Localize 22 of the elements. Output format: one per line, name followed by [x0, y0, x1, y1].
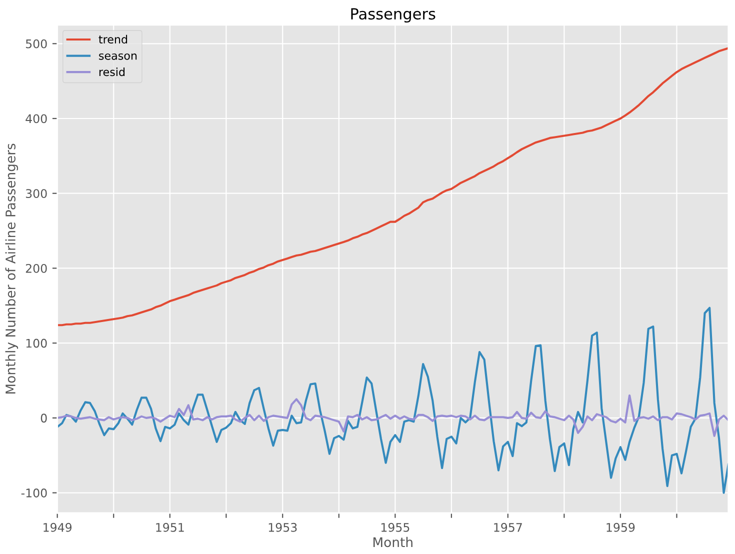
legend-label: season — [99, 53, 137, 60]
y-axis-title: Monthly Number of Airline Passengers — [5, 144, 18, 394]
line-series — [57, 306, 728, 494]
x-axis-title: Month — [373, 536, 412, 548]
x-tick-label: 1949 — [44, 522, 72, 532]
y-tick-label: 100 — [26, 338, 47, 348]
line-series — [57, 47, 728, 326]
y-tick-label: -100 — [21, 488, 47, 498]
x-tick-label: 1953 — [268, 522, 297, 532]
chart-title: Passengers — [351, 8, 436, 23]
x-tick-label: 1957 — [494, 522, 522, 532]
y-tick-label: 300 — [26, 189, 47, 198]
legend-label: trend — [98, 34, 128, 44]
x-tick-label: 1959 — [606, 522, 635, 532]
y-tick-label: 0 — [40, 414, 47, 423]
x-tick-label: 1955 — [381, 522, 410, 532]
y-tick-label: 400 — [26, 114, 47, 124]
y-tick-label: 200 — [26, 264, 47, 273]
y-tick-label: 500 — [26, 39, 47, 48]
line-series — [57, 394, 728, 437]
x-tick-label: 1951 — [156, 522, 184, 532]
legend-label: resid — [99, 68, 125, 76]
